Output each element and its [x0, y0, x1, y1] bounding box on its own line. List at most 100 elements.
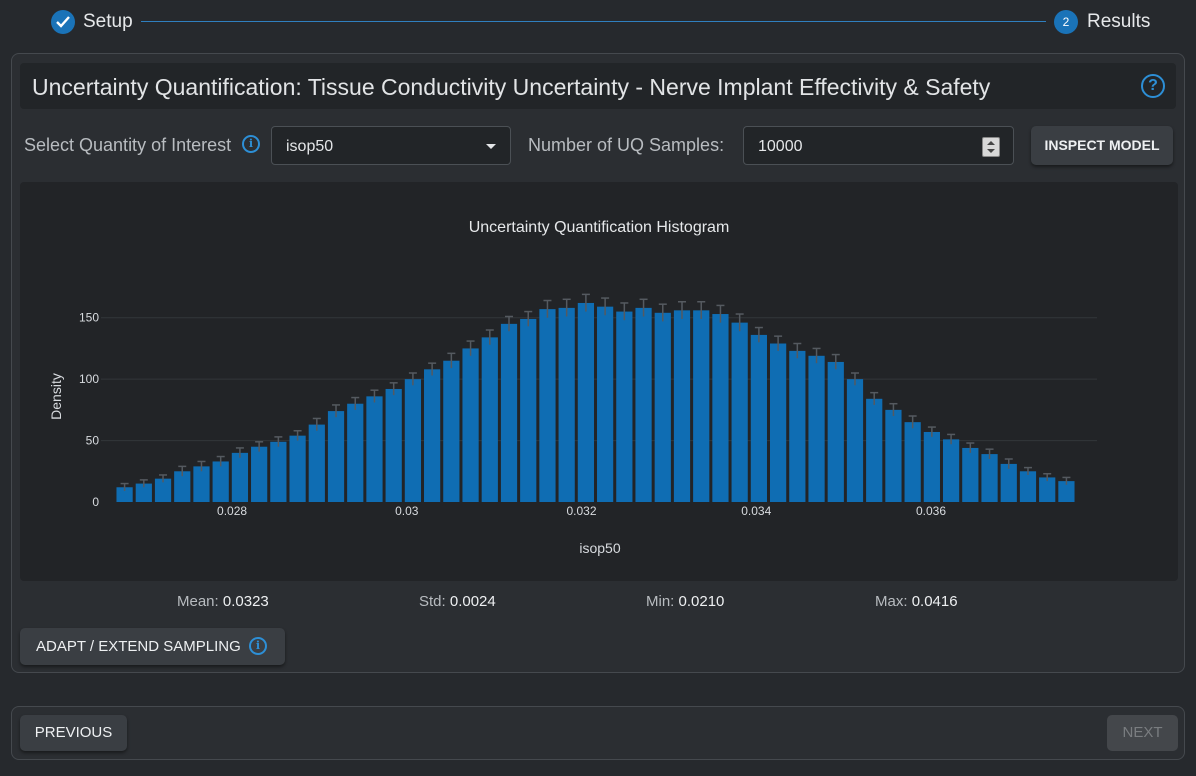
x-tick-label: 0.032	[567, 504, 597, 518]
histogram-bar	[308, 424, 325, 502]
histogram-bar	[635, 307, 652, 502]
histogram-bar	[174, 471, 191, 502]
stat-std: Std: 0.0024	[419, 593, 496, 610]
step-results-number: 2	[1054, 10, 1078, 34]
histogram-bar	[597, 306, 614, 502]
histogram-bar	[577, 302, 595, 502]
histogram-bar	[846, 379, 864, 502]
stat-mean-value: 0.0323	[222, 593, 269, 610]
histogram-bar	[231, 452, 249, 502]
question-circle-icon[interactable]: ?	[1141, 74, 1165, 98]
histogram-bar	[904, 422, 921, 502]
previous-button[interactable]: PREVIOUS	[20, 715, 127, 751]
y-tick-label: 50	[86, 434, 100, 448]
histogram-bar	[212, 461, 229, 502]
adapt-info-icon[interactable]: i	[249, 637, 267, 655]
x-tick-label: 0.034	[741, 504, 771, 518]
x-tick-label: 0.036	[916, 504, 946, 518]
histogram-bar	[270, 441, 287, 502]
histogram-bar	[154, 478, 172, 502]
adapt-sampling-label: ADAPT / EXTEND SAMPLING	[36, 638, 241, 655]
qoi-label: Select Quantity of Interest	[24, 135, 232, 155]
histogram-bar	[481, 337, 498, 502]
histogram-bar	[193, 466, 210, 502]
stat-max: Max: 0.0416	[875, 593, 958, 610]
histogram-bar	[116, 487, 133, 502]
histogram-bar	[923, 431, 940, 502]
histogram-bar	[289, 435, 306, 502]
histogram-bar	[789, 350, 806, 502]
qoi-select[interactable]: isop50	[271, 126, 511, 165]
adapt-sampling-button[interactable]: ADAPT / EXTEND SAMPLING i	[20, 628, 285, 665]
histogram-bar	[731, 322, 748, 502]
x-axis-label: isop50	[579, 540, 620, 556]
qoi-select-value: isop50	[286, 138, 334, 155]
stat-max-label: Max:	[875, 593, 908, 610]
histogram-bar	[654, 312, 671, 502]
samples-input[interactable]: 10000	[743, 126, 1014, 165]
histogram-bar	[712, 314, 729, 502]
histogram-bar	[769, 343, 787, 502]
samples-input-value: 10000	[758, 138, 803, 155]
histogram-bar	[981, 454, 998, 502]
step-setup-label[interactable]: Setup	[83, 11, 133, 32]
histogram-bar	[1019, 471, 1037, 502]
histogram-bar	[347, 403, 364, 502]
next-button: NEXT	[1107, 715, 1178, 751]
inspect-model-button[interactable]: INSPECT MODEL	[1031, 126, 1173, 165]
histogram-bar	[808, 355, 825, 502]
y-tick-label: 0	[92, 495, 99, 509]
histogram-bar	[424, 369, 441, 502]
stat-std-value: 0.0024	[449, 593, 496, 610]
histogram-bar	[539, 309, 556, 502]
stat-mean: Mean: 0.0323	[177, 593, 269, 610]
histogram-bar	[443, 360, 460, 502]
stat-mean-label: Mean:	[177, 593, 219, 610]
histogram-bar	[750, 334, 767, 502]
chart-title: Uncertainty Quantification Histogram	[469, 219, 730, 236]
spinner-down-icon[interactable]	[987, 149, 995, 153]
page-title: Uncertainty Quantification: Tissue Condu…	[32, 74, 991, 100]
number-spinner[interactable]	[982, 137, 1000, 157]
y-tick-label: 150	[79, 311, 99, 325]
stat-min-value: 0.0210	[678, 593, 725, 610]
x-tick-label: 0.028	[217, 504, 247, 518]
histogram-bar	[558, 307, 575, 502]
histogram-bar	[616, 311, 633, 502]
step-results-label: Results	[1087, 11, 1151, 32]
histogram-bar	[827, 361, 844, 502]
histogram-bar	[693, 310, 710, 502]
y-tick-label: 100	[79, 372, 99, 386]
qoi-info-icon[interactable]: i	[242, 135, 260, 153]
stepper-connector-line	[141, 21, 1046, 22]
histogram-bar	[500, 323, 518, 502]
stepper: Setup 2 Results	[0, 0, 1196, 44]
x-tick-label: 0.03	[395, 504, 419, 518]
stat-min: Min: 0.0210	[646, 593, 724, 610]
histogram-bar	[673, 310, 691, 502]
stat-std-label: Std:	[419, 593, 446, 610]
y-axis-label: Density	[48, 373, 64, 420]
histogram-bar	[404, 379, 422, 502]
histogram-bar	[251, 446, 268, 502]
histogram-bar	[885, 409, 902, 502]
histogram-svg: Uncertainty Quantification Histogram 0 50 1…	[48, 219, 1097, 556]
histogram-bar	[1039, 477, 1056, 502]
histogram-chart: Uncertainty Quantification Histogram 0 50 1…	[20, 182, 1178, 581]
stat-min-label: Min:	[646, 593, 675, 610]
histogram-bar	[1058, 481, 1075, 502]
histogram-bar	[520, 318, 537, 502]
histogram-bar	[462, 348, 479, 502]
footer-bar	[11, 706, 1185, 760]
histogram-bar	[942, 439, 960, 502]
chevron-down-icon	[486, 144, 496, 149]
histogram-bar	[385, 388, 402, 502]
title-bar: Uncertainty Quantification: Tissue Condu…	[20, 63, 1176, 109]
stat-max-value: 0.0416	[911, 593, 958, 610]
step-complete-check-icon[interactable]	[51, 10, 75, 34]
histogram-bar	[135, 483, 152, 502]
spinner-up-icon[interactable]	[987, 141, 995, 145]
samples-label: Number of UQ Samples:	[528, 135, 725, 155]
histogram-bar	[1000, 463, 1017, 502]
histogram-bar	[327, 411, 345, 502]
